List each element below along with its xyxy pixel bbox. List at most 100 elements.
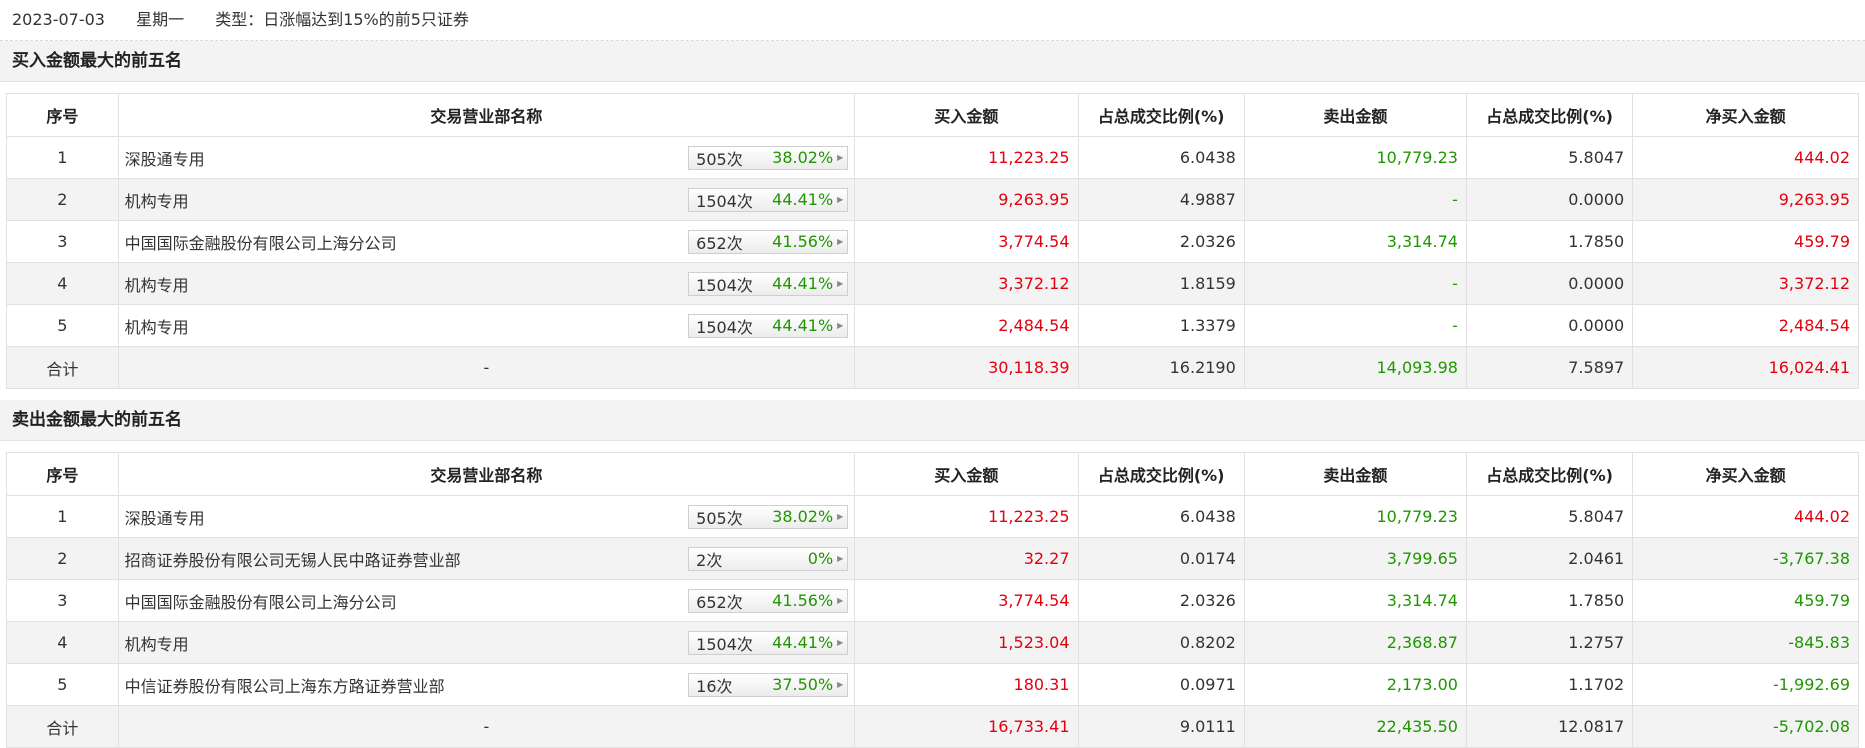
buy-amount: 9,263.95 [854,178,1079,221]
section-gap [0,82,1865,93]
broker-name-link[interactable]: 机构专用 [124,275,189,295]
broker-table: 序号 交易营业部名称 买入金额 占总成交比例(%) 卖出金额 占总成交比例(%) 净买入金额… [6,93,1859,389]
broker-stats-badge[interactable]: 1504次 44.41% ▶ [688,271,849,296]
success-rate: 44.41% [772,633,834,652]
table-row: 4 机构专用 1504次 44.41% ▶ 1,523.04 0.8202 2,368.87 1… [6,621,1859,664]
broker-stats-badge[interactable]: 505次 38.02% ▶ [688,145,849,170]
broker-cell: 机构专用 1504次 44.41% ▶ [117,178,856,221]
total-sell-ratio: 7.5897 [1465,346,1634,389]
column-header: 序号 [6,93,119,137]
buy-amount: 180.31 [854,663,1079,706]
sell-ratio: 0.0000 [1465,304,1634,347]
column-header: 净买入金额 [1632,452,1859,496]
net-buy-amount: 3,372.12 [1632,262,1859,305]
total-buy-amount: 16,733.41 [854,705,1079,748]
buy-ratio: 0.0174 [1077,537,1245,580]
broker-stats-badge[interactable]: 16次 37.50% ▶ [688,672,849,697]
broker-name-link[interactable]: 中信证券股份有限公司上海东方路证券营业部 [124,676,445,696]
appearance-count: 1504次 [696,634,753,654]
net-buy-amount: -1,992.69 [1632,663,1859,706]
broker-stats-badge[interactable]: 652次 41.56% ▶ [688,229,849,254]
buy-amount: 11,223.25 [854,495,1079,538]
table-wrap: 序号 交易营业部名称 买入金额 占总成交比例(%) 卖出金额 占总成交比例(%) 净买入金额… [0,452,1865,748]
broker-cell-content: 中国国际金融股份有限公司上海分公司 652次 41.56% ▶ [124,229,849,254]
broker-name-link[interactable]: 深股通专用 [124,149,205,169]
appearance-count: 652次 [696,233,743,253]
net-buy-amount: -3,767.38 [1632,537,1859,580]
sell-amount: 3,314.74 [1243,579,1467,622]
triangle-right-icon: ▶ [837,512,844,521]
net-buy-amount: -845.83 [1632,621,1859,664]
total-label: 合计 [6,346,119,389]
buy-ratio: 0.0971 [1077,663,1245,706]
column-header: 交易营业部名称 [117,93,856,137]
section-title: 卖出金额最大的前五名 [0,400,1865,441]
sell-amount: 2,173.00 [1243,663,1467,706]
broker-name-link[interactable]: 机构专用 [124,634,189,654]
success-rate: 41.56% [772,591,834,610]
sell-ratio: 0.0000 [1465,178,1634,221]
net-buy-amount: 9,263.95 [1632,178,1859,221]
total-net-buy: -5,702.08 [1632,705,1859,748]
broker-name-link[interactable]: 机构专用 [124,191,189,211]
table-row: 1 深股通专用 505次 38.02% ▶ 11,223.25 6.0438 10,779.2… [6,136,1859,179]
appearance-count: 16次 [696,676,733,696]
total-broker: - [117,346,856,389]
row-index: 2 [6,178,119,221]
total-row: 合计 -30,118.39 16.2190 14,093.98 7.5897 16,024… [6,346,1859,389]
buy-ratio: 0.8202 [1077,621,1245,664]
broker-name-link[interactable]: 深股通专用 [124,508,205,528]
total-buy-ratio: 16.2190 [1077,346,1245,389]
buy-amount: 3,372.12 [854,262,1079,305]
column-header: 序号 [6,452,119,496]
column-header: 占总成交比例(%) [1465,93,1634,137]
broker-cell-content: 中国国际金融股份有限公司上海分公司 652次 41.56% ▶ [124,588,849,613]
buy-ratio: 2.0326 [1077,579,1245,622]
table-wrap: 序号 交易营业部名称 买入金额 占总成交比例(%) 卖出金额 占总成交比例(%) 净买入金额… [0,93,1865,389]
broker-cell-content: 深股通专用 505次 38.02% ▶ [124,145,849,170]
row-index: 5 [6,663,119,706]
sell-ratio: 5.8047 [1465,495,1634,538]
sell-amount: 3,799.65 [1243,537,1467,580]
broker-name-link[interactable]: 招商证券股份有限公司无锡人民中路证券营业部 [124,550,461,570]
broker-name-link[interactable]: 中国国际金融股份有限公司上海分公司 [124,233,397,253]
appearance-count: 2次 [696,550,723,570]
broker-stats-badge[interactable]: 505次 38.02% ▶ [688,504,849,529]
buy-amount: 11,223.25 [854,136,1079,179]
broker-name-link[interactable]: 机构专用 [124,317,189,337]
column-header: 净买入金额 [1632,93,1859,137]
net-buy-amount: 444.02 [1632,136,1859,179]
appearance-count: 1504次 [696,191,753,211]
broker-stats-badge[interactable]: 652次 41.56% ▶ [688,588,849,613]
header-row: 序号 交易营业部名称 买入金额 占总成交比例(%) 卖出金额 占总成交比例(%) 净买入金额 [6,452,1859,496]
broker-stats-badge[interactable]: 1504次 44.41% ▶ [688,630,849,655]
broker-stats-badge[interactable]: 1504次 44.41% ▶ [688,187,849,212]
appearance-count: 505次 [696,149,743,169]
table-row: 3 中国国际金融股份有限公司上海分公司 652次 41.56% ▶ 3,774.54 2.0… [6,220,1859,263]
buy-amount: 3,774.54 [854,579,1079,622]
section-gap [0,441,1865,452]
triangle-right-icon: ▶ [837,638,844,647]
row-index: 3 [6,579,119,622]
row-index: 2 [6,537,119,580]
broker-stats-badge[interactable]: 2次 0% ▶ [688,546,849,571]
broker-stats-badge[interactable]: 1504次 44.41% ▶ [688,313,849,338]
total-buy-amount: 30,118.39 [854,346,1079,389]
sell-amount: - [1243,262,1467,305]
buy-ratio: 6.0438 [1077,495,1245,538]
broker-cell-content: 深股通专用 505次 38.02% ▶ [124,504,849,529]
row-index: 1 [6,495,119,538]
broker-cell: 深股通专用 505次 38.02% ▶ [117,136,856,179]
broker-cell: 机构专用 1504次 44.41% ▶ [117,304,856,347]
total-row: 合计 -16,733.41 9.0111 22,435.50 12.0817 -5,702… [6,705,1859,748]
broker-cell: 招商证券股份有限公司无锡人民中路证券营业部 2次 0% ▶ [117,537,856,580]
success-rate: 44.41% [772,274,834,293]
sell-amount: 10,779.23 [1243,495,1467,538]
sell-ratio: 0.0000 [1465,262,1634,305]
success-rate: 38.02% [772,148,834,167]
broker-name-link[interactable]: 中国国际金融股份有限公司上海分公司 [124,592,397,612]
success-rate: 37.50% [772,675,834,694]
table-row: 2 机构专用 1504次 44.41% ▶ 9,263.95 4.9887-0.0000 9,… [6,178,1859,221]
sell-ratio: 1.2757 [1465,621,1634,664]
column-header: 占总成交比例(%) [1077,452,1245,496]
